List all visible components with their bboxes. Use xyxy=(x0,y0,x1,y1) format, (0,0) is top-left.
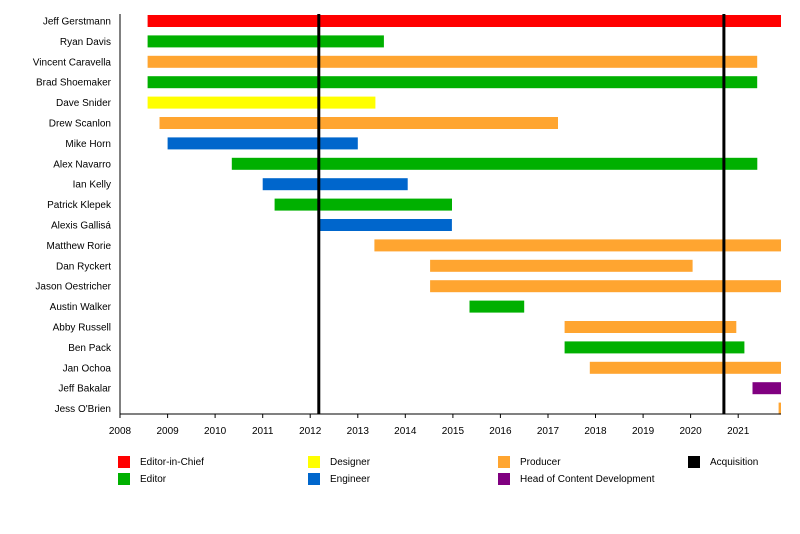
y-label-brad-shoemaker: Brad Shoemaker xyxy=(36,78,112,89)
bar-abby-russell xyxy=(564,321,737,333)
bar-vincent-caravella xyxy=(147,55,758,68)
x-tick-label-2020: 2020 xyxy=(679,426,702,437)
y-label-abby-russell: Abby Russell xyxy=(53,323,111,334)
x-tick-label-2015: 2015 xyxy=(442,426,465,437)
y-label-dave-snider: Dave Snider xyxy=(56,98,112,109)
acquisition-lines xyxy=(317,14,726,414)
y-label-ian-kelly: Ian Kelly xyxy=(73,180,111,191)
y-label-drew-scanlon: Drew Scanlon xyxy=(49,119,111,130)
bar-dan-ryckert xyxy=(430,259,693,272)
bar-ryan-davis xyxy=(147,35,384,48)
y-label-jason-oestricher: Jason Oestricher xyxy=(35,282,111,293)
y-label-jeff-gerstmann: Jeff Gerstmann xyxy=(43,17,111,28)
y-label-alexis-gallis: Alexis Gallisá xyxy=(51,221,111,232)
bar-matthew-rorie xyxy=(374,239,781,252)
y-label-patrick-klepek: Patrick Klepek xyxy=(47,200,112,211)
y-label-vincent-caravella: Vincent Caravella xyxy=(33,57,112,68)
y-axis-labels: Jeff Gerstmann Ryan Davis Vincent Caravell… xyxy=(33,17,112,416)
bar-jess-o-brien xyxy=(778,402,781,415)
y-label-ben-pack: Ben Pack xyxy=(68,343,112,354)
x-tick-label-2014: 2014 xyxy=(394,426,417,437)
bar-ben-pack xyxy=(564,341,745,354)
bar-alex-navarro xyxy=(231,157,758,170)
bar-austin-walker xyxy=(469,300,525,313)
y-label-alex-navarro: Alex Navarro xyxy=(53,159,111,170)
x-tick-label-2021: 2021 xyxy=(727,426,750,437)
y-label-dan-ryckert: Dan Ryckert xyxy=(56,261,111,272)
x-tick-label-2012: 2012 xyxy=(299,426,322,437)
bar-jeff-gerstmann xyxy=(147,15,782,27)
bar-jason-oestricher xyxy=(430,280,781,293)
bar-ian-kelly xyxy=(262,178,408,191)
bars-layer xyxy=(147,15,782,415)
x-tick-label-2019: 2019 xyxy=(632,426,655,437)
y-label-jess-o-brien: Jess O'Brien xyxy=(55,404,111,415)
y-label-austin-walker: Austin Walker xyxy=(50,302,112,313)
bar-dave-snider xyxy=(147,96,376,109)
y-label-ryan-davis: Ryan Davis xyxy=(60,37,111,48)
bar-mike-horn xyxy=(167,137,358,150)
y-label-jeff-bakalar: Jeff Bakalar xyxy=(58,384,111,395)
x-tick-label-2016: 2016 xyxy=(489,426,512,437)
bar-patrick-klepek xyxy=(274,198,452,211)
bar-brad-shoemaker xyxy=(147,76,758,89)
x-tick-label-2009: 2009 xyxy=(156,426,179,437)
y-label-matthew-rorie: Matthew Rorie xyxy=(47,241,112,252)
bar-drew-scanlon xyxy=(159,117,558,129)
x-axis: 2008 2009 2010 2011 2012 2013 2014 2015 2016 2017… xyxy=(109,14,781,437)
x-tick-label-2018: 2018 xyxy=(584,426,607,437)
bar-jan-ochoa xyxy=(589,361,781,374)
x-tick-label-2008: 2008 xyxy=(109,426,132,437)
x-tick-label-2011: 2011 xyxy=(252,426,274,437)
y-label-mike-horn: Mike Horn xyxy=(65,139,111,150)
x-tick-label-2017: 2017 xyxy=(537,426,560,437)
bar-alexis-gallis xyxy=(318,219,452,231)
x-tick-label-2013: 2013 xyxy=(347,426,370,437)
x-tick-label-2010: 2010 xyxy=(204,426,227,437)
y-label-jan-ochoa: Jan Ochoa xyxy=(63,363,112,374)
bar-jeff-bakalar xyxy=(752,382,781,395)
